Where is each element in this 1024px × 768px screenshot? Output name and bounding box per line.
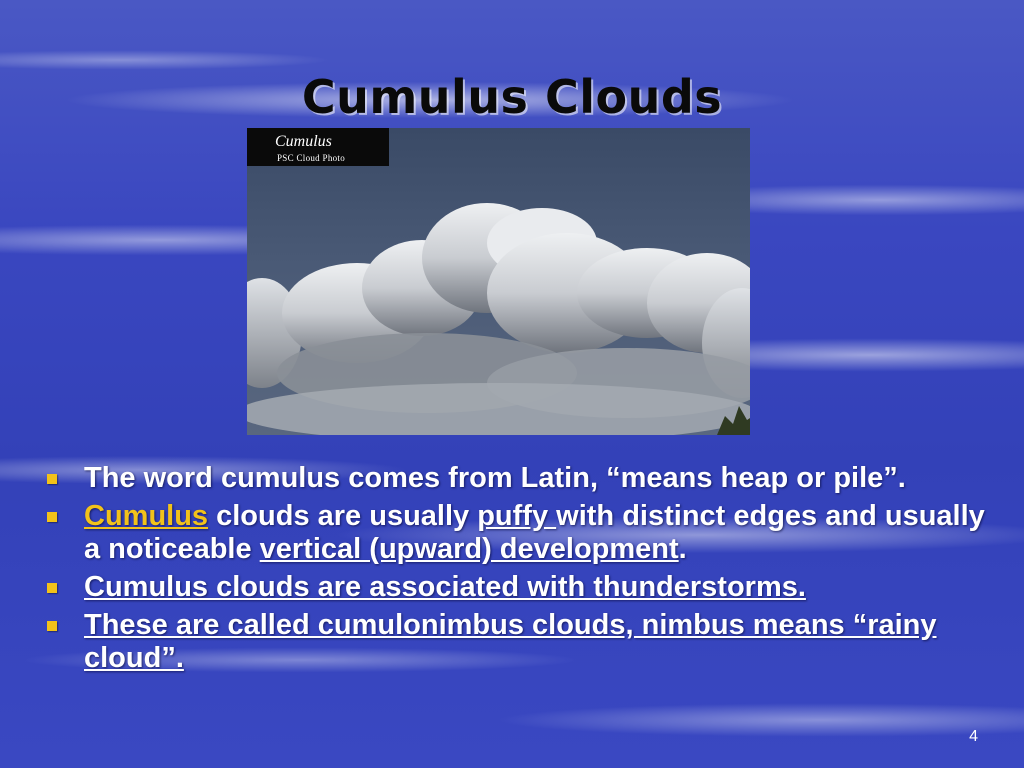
- bullet-item: Cumulus clouds are associated with thund…: [40, 571, 990, 604]
- bullet-text: Cumulus clouds are associated with thund…: [84, 571, 806, 603]
- bullet-text: vertical (upward) development: [259, 533, 679, 565]
- bullet-text: .: [678, 533, 687, 565]
- slide-title: Cumulus Clouds: [301, 70, 723, 124]
- bullet-text: These are called cumulonimbus clouds, ni…: [84, 609, 937, 674]
- bullet-item: The word cumulus comes from Latin, “mean…: [40, 462, 990, 495]
- photo-caption-title: Cumulus: [275, 133, 332, 150]
- square-bullet-icon: [47, 621, 57, 631]
- bullet-item: These are called cumulonimbus clouds, ni…: [40, 609, 990, 675]
- cumulus-cloud-photo: Cumulus PSC Cloud Photo: [247, 128, 750, 435]
- square-bullet-icon: [47, 474, 57, 484]
- bullet-text: The word cumulus comes from Latin, “mean…: [84, 462, 906, 494]
- bullet-text: puffy: [477, 500, 557, 532]
- bullet-text: Cumulus: [84, 500, 209, 532]
- bullet-list: The word cumulus comes from Latin, “mean…: [40, 462, 990, 680]
- bullet-text: with distinct edges and usually a notice…: [84, 500, 985, 565]
- cloud-illustration: [247, 203, 750, 435]
- slide-number: 4: [969, 728, 978, 745]
- bullet-item: Cumulus clouds are usually puffy with di…: [40, 500, 990, 566]
- square-bullet-icon: [47, 512, 57, 522]
- photo-caption-box: Cumulus PSC Cloud Photo: [247, 128, 389, 166]
- photo-caption-subtitle: PSC Cloud Photo: [277, 153, 346, 163]
- bullet-text: clouds are usually: [208, 500, 478, 532]
- square-bullet-icon: [47, 583, 57, 593]
